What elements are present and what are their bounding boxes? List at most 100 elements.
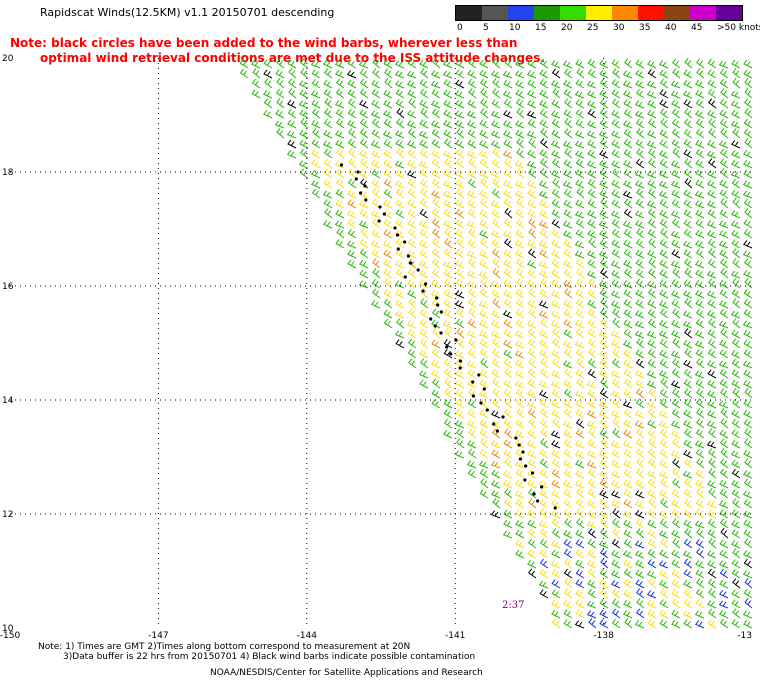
wind-barb [371,99,381,109]
wind-barb [576,68,585,79]
legend-swatch [690,6,716,20]
wind-barb [672,598,681,609]
wind-barb [671,559,681,569]
wind-barb [466,190,477,199]
wind-barb [419,168,429,179]
wind-barb [480,88,489,99]
wind-barb [563,439,573,449]
wind-barb [539,209,549,219]
wind-barb [420,288,429,299]
wind-barb [467,318,477,329]
wind-barb [420,68,429,79]
wind-barb [359,248,369,259]
contamination-marker [521,450,525,454]
wind-barb [623,349,633,359]
wind-barb [406,70,417,79]
wind-barb [575,309,585,319]
wind-barb [647,348,657,359]
wind-barb [588,348,597,359]
wind-barb [371,300,381,309]
wind-barb [696,458,705,469]
wind-barb [539,489,549,499]
wind-barb [275,109,285,119]
wind-barb [672,388,681,399]
wind-barb [696,488,705,499]
wind-barb [670,450,681,459]
wind-barb [623,499,633,509]
wind-barb [551,259,561,269]
wind-barb [623,169,633,179]
wind-barb [299,58,309,69]
wind-barb [563,619,573,629]
wind-barb [454,370,465,379]
wind-barb [576,518,585,529]
wind-barb [299,148,309,159]
wind-barb [599,280,609,289]
wind-barb [371,278,381,289]
wind-barb [420,188,429,199]
wind-barb [623,228,633,239]
wind-barb [622,190,633,199]
wind-barb [694,340,705,349]
wind-barb [491,348,501,359]
wind-barb [539,508,549,519]
wind-barb [635,118,645,129]
wind-barb [599,159,609,169]
wind-barb [323,168,333,179]
wind-barb [490,460,501,469]
wind-barb [335,69,345,79]
wind-barb [635,80,645,89]
wind-barb [743,69,753,79]
wind-barb [623,128,633,139]
wind-barb [743,399,753,409]
wind-barb [491,209,501,219]
longitude-label: -144 [297,631,318,641]
wind-barb [346,70,357,79]
wind-barb [707,299,717,309]
contamination-marker [523,478,527,482]
wind-barb [587,100,597,109]
wind-barb [492,58,501,69]
wind-barb [707,88,717,99]
wind-barb [707,258,717,269]
wind-barb [623,198,633,209]
wind-barb [286,130,297,139]
wind-barb [599,489,609,499]
wind-barb [467,330,477,339]
wind-barb [370,210,381,219]
wind-barb [695,599,705,609]
wind-barb [695,89,705,99]
wind-barb [539,199,549,209]
wind-barb [562,360,573,369]
wind-barb [587,199,597,209]
wind-barb [706,270,717,279]
wind-barb [707,98,717,109]
wind-barb [683,189,693,199]
wind-barb [576,358,585,369]
wind-barb [672,538,681,549]
wind-barb [611,248,621,259]
wind-barb [492,498,501,509]
wind-barb [659,129,669,139]
wind-barb [563,188,573,199]
wind-barb [528,418,537,429]
wind-barb [694,110,705,119]
wind-barb [550,320,561,329]
wind-barb [647,559,657,569]
wind-barb [683,488,693,499]
wind-barb [623,239,633,249]
wind-barb [695,219,705,229]
wind-barb [406,170,417,179]
wind-barb [455,219,465,229]
wind-barb [731,599,741,609]
wind-barb [323,148,333,159]
legend-label: 0 [457,23,463,33]
wind-barb [480,358,489,369]
wind-barb [611,79,621,89]
wind-barb [695,539,705,549]
wind-barb [719,589,729,599]
wind-barb [539,99,549,109]
wind-barb [383,289,393,299]
wind-barb [550,80,561,89]
wind-barb [311,79,321,89]
